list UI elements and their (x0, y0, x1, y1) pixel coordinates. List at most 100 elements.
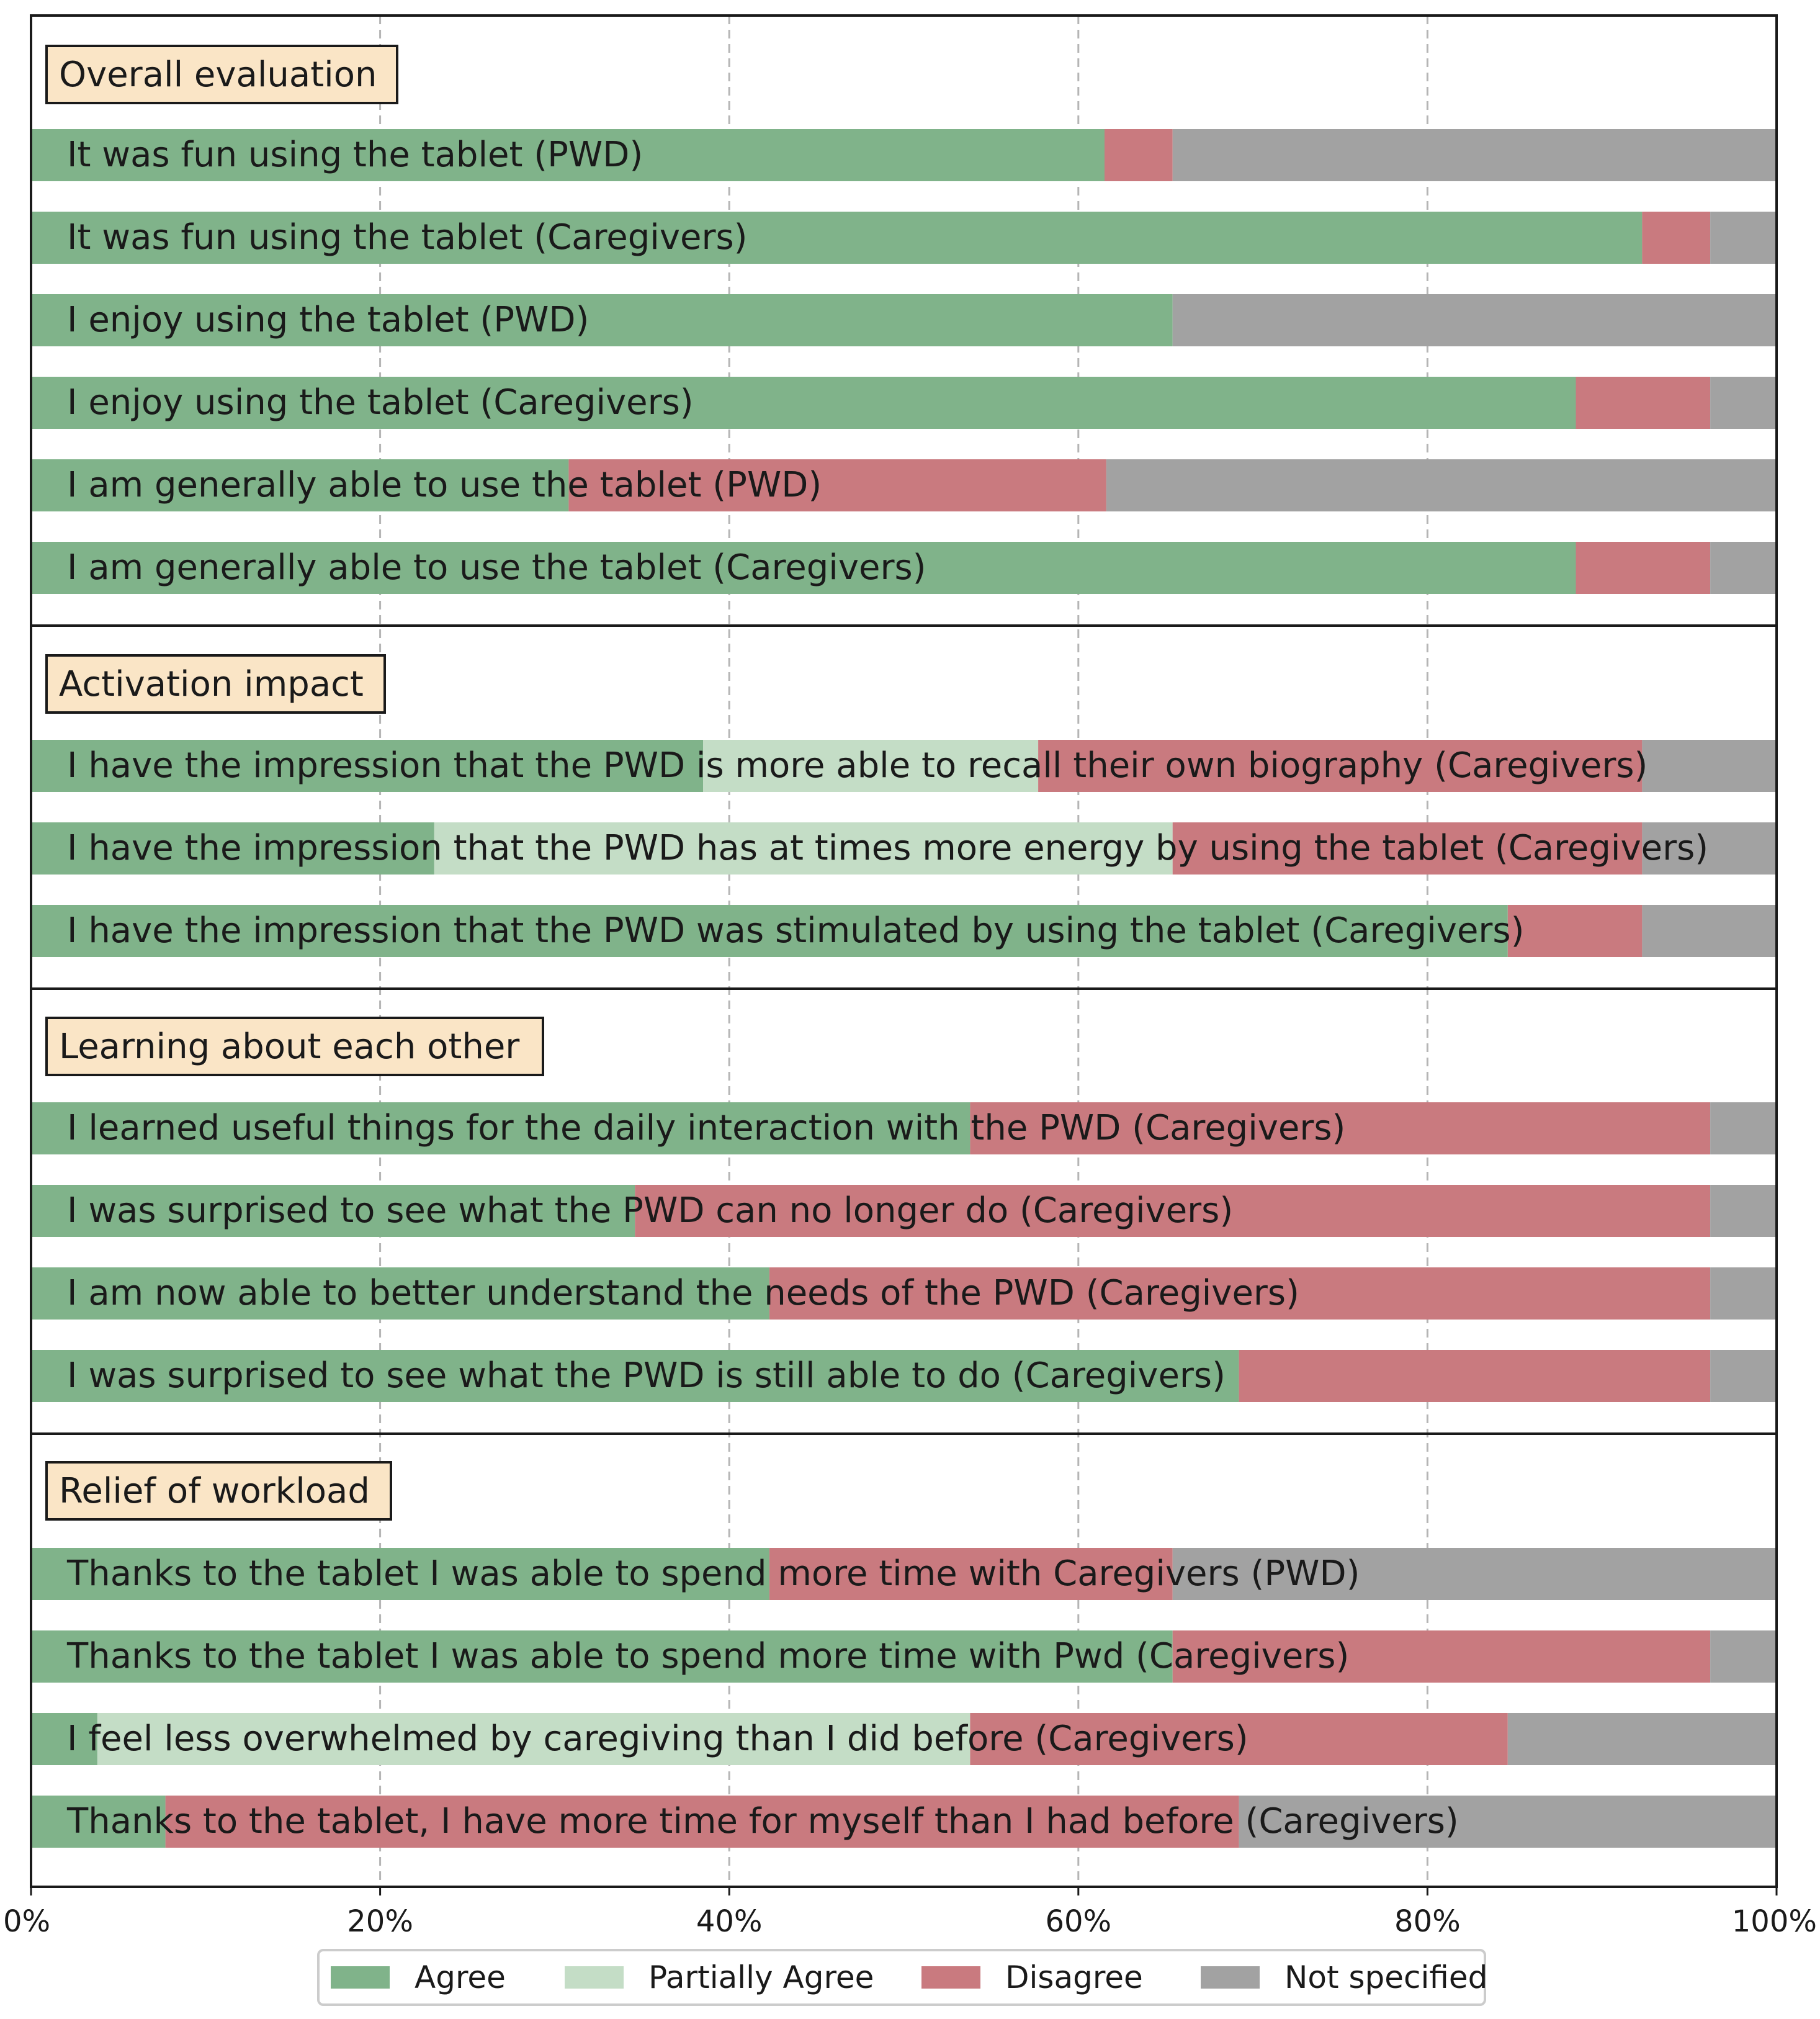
bar-label: I enjoy using the tablet (Caregivers) (67, 382, 694, 423)
bar-segment-not-specified (1710, 542, 1777, 594)
bar-segment-not-specified (1642, 740, 1777, 792)
bar-segment-disagree (1172, 822, 1643, 875)
bar-segment-agree (31, 1713, 97, 1765)
bar-segment-agree (31, 1630, 1173, 1683)
section-title: Relief of workload (59, 1471, 370, 1511)
bar-segment-partially-agree (434, 822, 1173, 875)
legend-swatch-not-specified (1201, 1966, 1260, 1989)
bar-segment-agree (31, 1796, 166, 1848)
bar-label: I learned useful things for the daily in… (67, 1108, 1345, 1148)
legend-swatch-agree (331, 1966, 390, 1989)
bar-segment-disagree (769, 1548, 1173, 1600)
legend: Agree Partially Agree Disagree Not specifie… (317, 1949, 1487, 2006)
bar-segment-disagree (1239, 1350, 1711, 1402)
bar-segment-not-specified (1642, 822, 1777, 875)
bar-segment-agree (31, 905, 1508, 957)
bar-segment-disagree (165, 1796, 1239, 1848)
section-title-box (45, 654, 386, 714)
bar-segment-partially-agree (97, 1713, 971, 1765)
section-title-box (45, 45, 398, 104)
bar-label: I feel less overwhelmed by caregiving th… (67, 1719, 1248, 1759)
bar-segment-agree (31, 294, 1173, 346)
bar-segment-not-specified (1172, 294, 1777, 346)
bar-label: Thanks to the tablet I was able to spend… (66, 1636, 1349, 1676)
bar-segment-agree (31, 1548, 769, 1600)
bar-segment-disagree (1576, 377, 1711, 429)
legend-box (317, 1949, 1486, 2006)
bar-segment-not-specified (1172, 129, 1777, 181)
bar-segment-agree (31, 1185, 635, 1237)
x-tick-label: 0% (3, 1904, 50, 1939)
bar-segment-agree (31, 822, 434, 875)
bar-segment-not-specified (1106, 459, 1777, 511)
bar-segment-agree (31, 459, 569, 511)
legend-label: Not specified (1284, 1959, 1487, 1995)
legend-swatch-disagree (921, 1966, 980, 1989)
bar-label: I have the impression that the PWD was s… (67, 911, 1524, 951)
bar-segment-not-specified (1710, 377, 1777, 429)
bar-segment-agree (31, 1267, 769, 1320)
bar-labels: It was fun using the tablet (PWD) It was … (66, 135, 1708, 1841)
section-headers: Overall evaluation Activation impact Learn… (31, 45, 1777, 1521)
bar-segment-agree (31, 542, 1576, 594)
bar-segment-not-specified (1710, 1267, 1777, 1320)
bar-segment-not-specified (1710, 1102, 1777, 1154)
plot-frame (30, 14, 1778, 1888)
x-tick-label: 100% (1732, 1904, 1817, 1939)
x-axis: 0% 20% 40% 60% 80% 100% (3, 1887, 1817, 1939)
bar-segment-partially-agree (703, 740, 1039, 792)
bar-label: I have the impression that the PWD is mo… (67, 745, 1647, 786)
bar-segment-not-specified (1710, 1185, 1777, 1237)
legend-label: Disagree (1005, 1959, 1143, 1995)
bar-label: I am generally able to use the tablet (C… (67, 547, 926, 588)
bar-segment-not-specified (1710, 212, 1777, 264)
bar-segment-disagree (1507, 905, 1643, 957)
section-title: Learning about each other (59, 1027, 520, 1067)
legend-swatch-partially-agree (565, 1966, 624, 1989)
x-tick-label: 60% (1045, 1904, 1111, 1939)
bar-segment-agree (31, 740, 704, 792)
bar-label: I enjoy using the tablet (PWD) (67, 300, 589, 340)
x-tick-label: 40% (696, 1904, 763, 1939)
x-tick-label: 80% (1394, 1904, 1461, 1939)
bar-segment-agree (31, 1102, 971, 1154)
section-title: Overall evaluation (59, 55, 377, 95)
section-title: Activation impact (59, 664, 364, 704)
bar-segment-not-specified (1642, 905, 1777, 957)
bars (31, 129, 1777, 1848)
bar-label: It was fun using the tablet (Caregivers) (67, 217, 747, 258)
bar-label: I have the impression that the PWD has a… (67, 828, 1708, 868)
x-tick-label: 20% (347, 1904, 413, 1939)
bar-segment-disagree (769, 1267, 1711, 1320)
bar-label: Thanks to the tablet I was able to spend… (66, 1554, 1360, 1594)
bar-segment-disagree (1104, 129, 1173, 181)
bar-segment-disagree (1038, 740, 1643, 792)
bar-segment-agree (31, 212, 1643, 264)
bar-segment-not-specified (1239, 1796, 1777, 1848)
bar-segment-disagree (635, 1185, 1711, 1237)
bar-segment-disagree (970, 1713, 1508, 1765)
bar-label: I am generally able to use the tablet (P… (67, 465, 822, 505)
bar-segment-agree (31, 129, 1105, 181)
bar-segment-not-specified (1507, 1713, 1777, 1765)
legend-label: Agree (415, 1959, 506, 1995)
bar-segment-disagree (1172, 1630, 1711, 1683)
bar-label: I was surprised to see what the PWD is s… (67, 1356, 1226, 1396)
bar-segment-disagree (970, 1102, 1711, 1154)
bar-segment-agree (31, 377, 1576, 429)
bar-label: It was fun using the tablet (PWD) (67, 135, 643, 175)
bar-segment-disagree (1576, 542, 1711, 594)
bar-segment-not-specified (1710, 1630, 1777, 1683)
bar-segment-not-specified (1172, 1548, 1777, 1600)
bar-label: Thanks to the tablet, I have more time f… (66, 1801, 1459, 1841)
legend-label: Partially Agree (648, 1959, 874, 1995)
bar-segment-not-specified (1710, 1350, 1777, 1402)
bar-segment-disagree (1642, 212, 1711, 264)
bar-label: I am now able to better understand the n… (67, 1273, 1299, 1313)
bar-label: I was surprised to see what the PWD can … (67, 1190, 1233, 1231)
bar-segment-disagree (568, 459, 1106, 511)
section-title-box (45, 1461, 392, 1521)
bar-segment-agree (31, 1350, 1239, 1402)
section-title-box (45, 1017, 544, 1076)
